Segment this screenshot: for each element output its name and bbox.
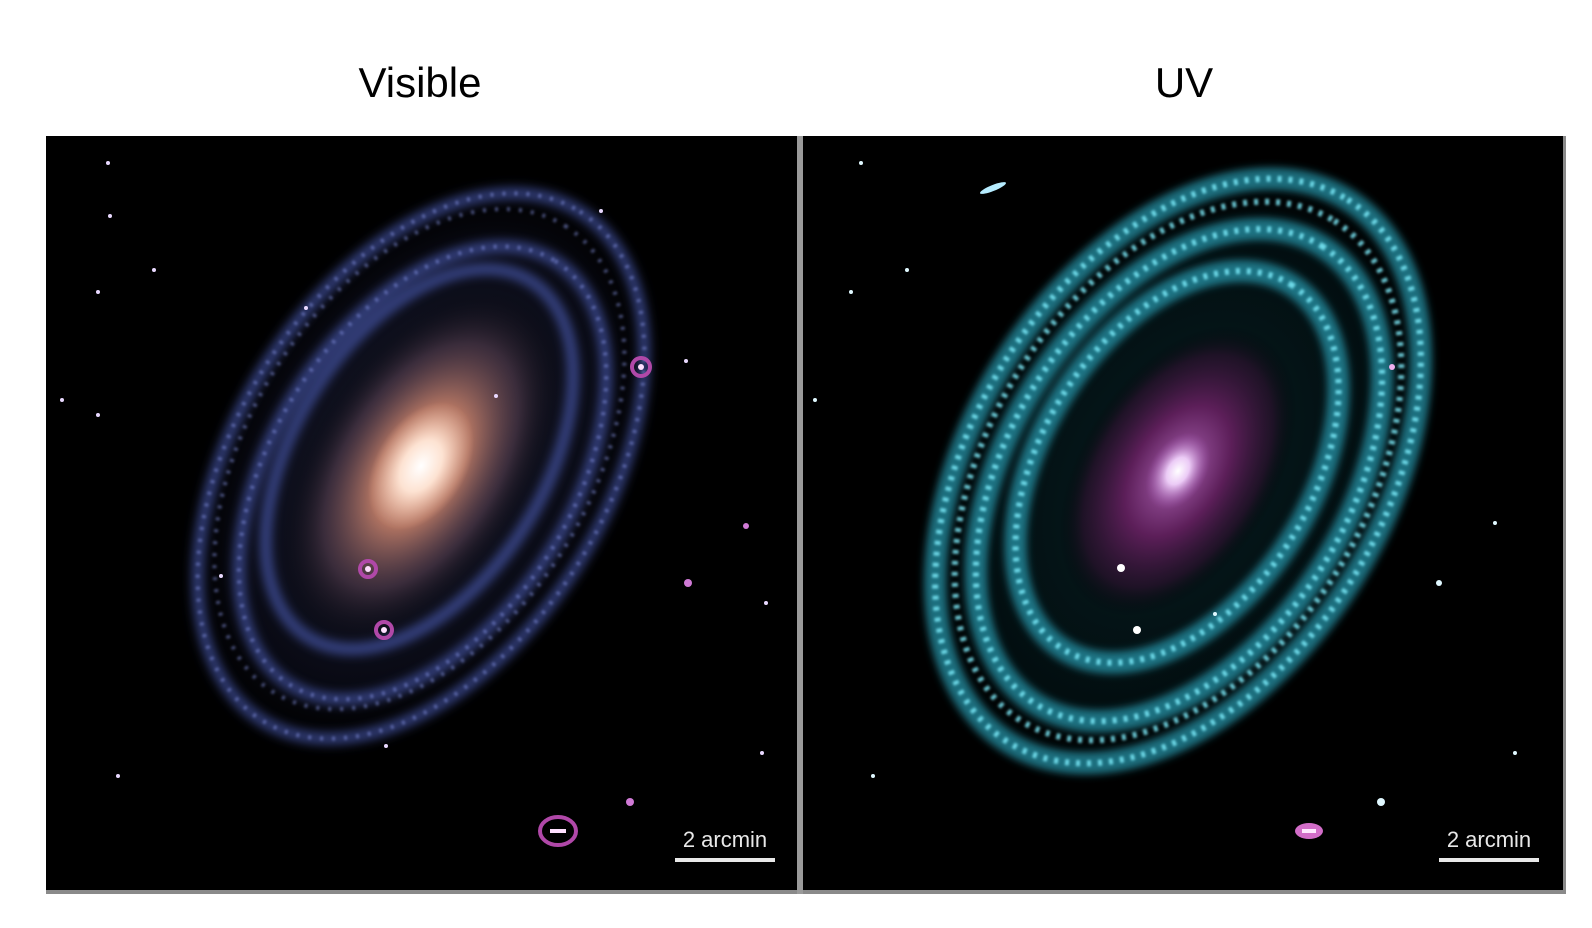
uv-panel-title: UV: [1154, 59, 1214, 106]
visible-ringed-stars: [358, 356, 652, 847]
visible-scale-bar: 2 arcmin: [675, 828, 775, 862]
uv-scale-bar: 2 arcmin: [1439, 828, 1539, 862]
uv-small-galaxy: [979, 182, 1007, 194]
panel-divider: [797, 136, 803, 894]
visible-panel-title: Visible: [358, 59, 482, 106]
uv-stars: [813, 161, 1517, 806]
uv-galaxy-svg: [803, 136, 1563, 890]
visible-galaxy-svg: [46, 136, 797, 890]
uv-galaxy-core: [1145, 432, 1211, 510]
uv-scale-label: 2 arcmin: [1446, 827, 1532, 852]
uv-scale-line: [1439, 858, 1539, 862]
visible-scale-label: 2 arcmin: [682, 827, 768, 852]
visible-stars: [60, 161, 768, 806]
visible-scale-line: [675, 858, 775, 862]
uv-galaxy-image: 2 arcmin: [803, 136, 1563, 890]
visible-galaxy-image: 2 arcmin: [46, 136, 797, 890]
visible-galaxy-core: [367, 402, 475, 530]
